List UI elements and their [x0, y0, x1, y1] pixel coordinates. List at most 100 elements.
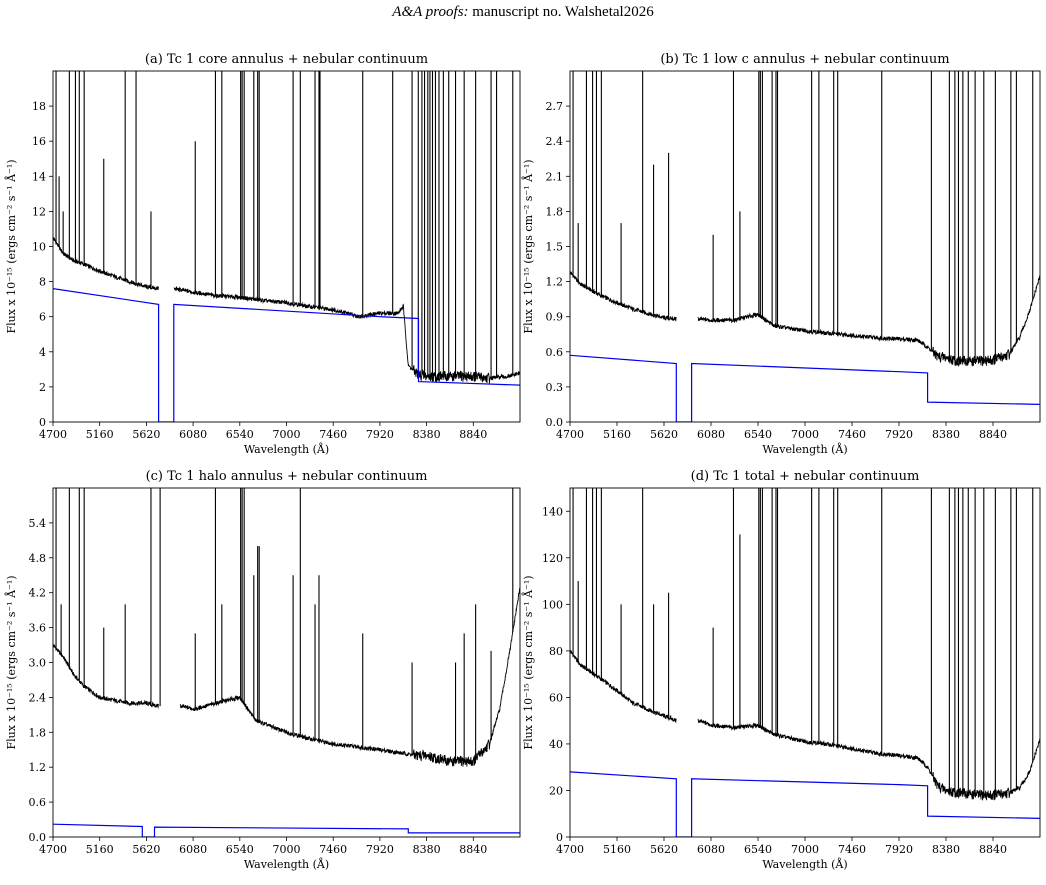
x-tick-label-7: 7920 [366, 428, 394, 441]
continuum-series [570, 771, 1040, 837]
y-tick-label-5: 1.5 [546, 241, 564, 254]
y-tick-label-2: 1.2 [29, 761, 47, 774]
chart-panel-b: (b) Tc 1 low c annulus + nebular continu… [521, 52, 1041, 456]
y-axis-label: Flux x 10⁻¹⁵ (ergs cm⁻² s⁻¹ Å⁻¹) [4, 575, 18, 749]
x-tick-label-6: 7460 [319, 428, 347, 441]
y-tick-label-7: 140 [542, 505, 563, 518]
y-tick-label-2: 40 [549, 738, 563, 751]
y-tick-label-9: 5.4 [29, 517, 47, 530]
x-tick-label-0: 4700 [39, 843, 67, 856]
x-tick-label-3: 6080 [697, 843, 725, 856]
x-tick-label-5: 7000 [273, 843, 301, 856]
y-tick-label-3: 60 [549, 691, 563, 704]
x-tick-label-7: 7920 [366, 843, 394, 856]
y-tick-label-0: 0 [39, 416, 46, 429]
plot-area [570, 71, 1040, 422]
y-tick-label-6: 1.8 [546, 205, 564, 218]
x-tick-label-7: 7920 [885, 428, 913, 441]
x-tick-label-2: 5620 [650, 843, 678, 856]
spectrum-series [570, 270, 1040, 367]
chart-title: (b) Tc 1 low c annulus + nebular continu… [660, 52, 949, 67]
y-tick-label-5: 10 [32, 241, 46, 254]
x-axis-label: Wavelength (Å) [244, 442, 329, 456]
y-tick-label-8: 2.4 [546, 135, 564, 148]
x-tick-label-1: 5160 [603, 428, 631, 441]
x-tick-label-4: 6540 [226, 843, 254, 856]
continuum-series [53, 823, 520, 837]
y-tick-label-0: 0.0 [546, 416, 564, 429]
x-tick-label-3: 6080 [179, 428, 207, 441]
x-tick-label-2: 5620 [132, 843, 160, 856]
y-axis-label: Flux x 10⁻¹⁵ (ergs cm⁻² s⁻¹ Å⁻¹) [521, 159, 535, 333]
x-tick-label-1: 5160 [86, 428, 114, 441]
continuum-series [53, 288, 520, 422]
y-tick-label-3: 0.9 [546, 311, 564, 324]
y-tick-label-8: 4.8 [29, 552, 47, 565]
y-tick-label-1: 0.6 [29, 796, 47, 809]
y-tick-label-0: 0.0 [29, 831, 47, 844]
y-tick-label-5: 100 [542, 598, 563, 611]
y-tick-label-4: 1.2 [546, 276, 564, 289]
y-tick-label-2: 0.6 [546, 346, 564, 359]
y-tick-label-7: 4.2 [29, 587, 47, 600]
y-tick-label-6: 3.6 [29, 622, 47, 635]
y-tick-label-3: 1.8 [29, 726, 47, 739]
x-tick-label-8: 8380 [932, 428, 960, 441]
chart-panel-d: (d) Tc 1 total + nebular continuum 4700 51… [521, 469, 1041, 871]
y-tick-label-9: 2.7 [546, 100, 564, 113]
y-tick-label-1: 2 [39, 381, 46, 394]
x-tick-label-9: 8840 [459, 428, 487, 441]
y-tick-label-1: 0.3 [546, 381, 564, 394]
x-tick-label-0: 4700 [556, 843, 584, 856]
y-tick-label-0: 0 [556, 831, 563, 844]
spectrum-series [570, 649, 1040, 801]
x-axis-label: Wavelength (Å) [244, 857, 329, 871]
x-tick-label-1: 5160 [603, 843, 631, 856]
y-tick-label-1: 20 [549, 784, 563, 797]
spectrum-series [53, 587, 520, 767]
x-tick-label-2: 5620 [650, 428, 678, 441]
y-tick-label-7: 2.1 [546, 170, 564, 183]
x-tick-label-1: 5160 [86, 843, 114, 856]
plot-frame [52, 70, 521, 423]
chart-title: (c) Tc 1 halo annulus + nebular continuu… [146, 469, 428, 484]
y-axis-label: Flux x 10⁻¹⁵ (ergs cm⁻² s⁻¹ Å⁻¹) [521, 575, 535, 749]
chart-panel-c: (c) Tc 1 halo annulus + nebular continuu… [4, 469, 521, 871]
y-axis-label: Flux x 10⁻¹⁵ (ergs cm⁻² s⁻¹ Å⁻¹) [4, 159, 18, 333]
y-tick-label-9: 18 [32, 100, 46, 113]
plot-area [53, 488, 520, 837]
chart-title: (a) Tc 1 core annulus + nebular continuu… [145, 52, 428, 67]
y-tick-label-5: 3.0 [29, 657, 47, 670]
x-tick-label-5: 7000 [273, 428, 301, 441]
plot-frame [569, 70, 1041, 423]
x-tick-label-9: 8840 [459, 843, 487, 856]
x-tick-label-8: 8380 [413, 428, 441, 441]
x-tick-label-0: 4700 [556, 428, 584, 441]
x-tick-label-5: 7000 [791, 428, 819, 441]
y-tick-label-3: 6 [39, 311, 46, 324]
x-tick-label-0: 4700 [39, 428, 67, 441]
y-tick-label-6: 120 [542, 552, 563, 565]
x-tick-label-4: 6540 [226, 428, 254, 441]
x-tick-label-6: 7460 [838, 428, 866, 441]
x-axis-label: Wavelength (Å) [762, 442, 847, 456]
plot-area [53, 71, 520, 422]
x-tick-label-9: 8840 [979, 843, 1007, 856]
x-tick-label-6: 7460 [319, 843, 347, 856]
x-tick-label-7: 7920 [885, 843, 913, 856]
plot-frame [569, 487, 1041, 838]
chart-panel-a: (a) Tc 1 core annulus + nebular continuu… [4, 52, 521, 456]
y-tick-label-4: 2.4 [29, 691, 47, 704]
manuscript-number: manuscript no. Walshetal2026 [472, 4, 654, 20]
x-tick-label-4: 6540 [744, 428, 772, 441]
y-tick-label-7: 14 [32, 170, 46, 183]
y-tick-label-4: 80 [549, 645, 563, 658]
y-tick-label-8: 16 [32, 135, 46, 148]
x-tick-label-3: 6080 [697, 428, 725, 441]
plot-area [570, 488, 1040, 837]
spectrum-series [53, 236, 520, 384]
y-tick-label-6: 12 [32, 205, 46, 218]
y-tick-label-4: 8 [39, 276, 46, 289]
x-tick-label-3: 6080 [179, 843, 207, 856]
